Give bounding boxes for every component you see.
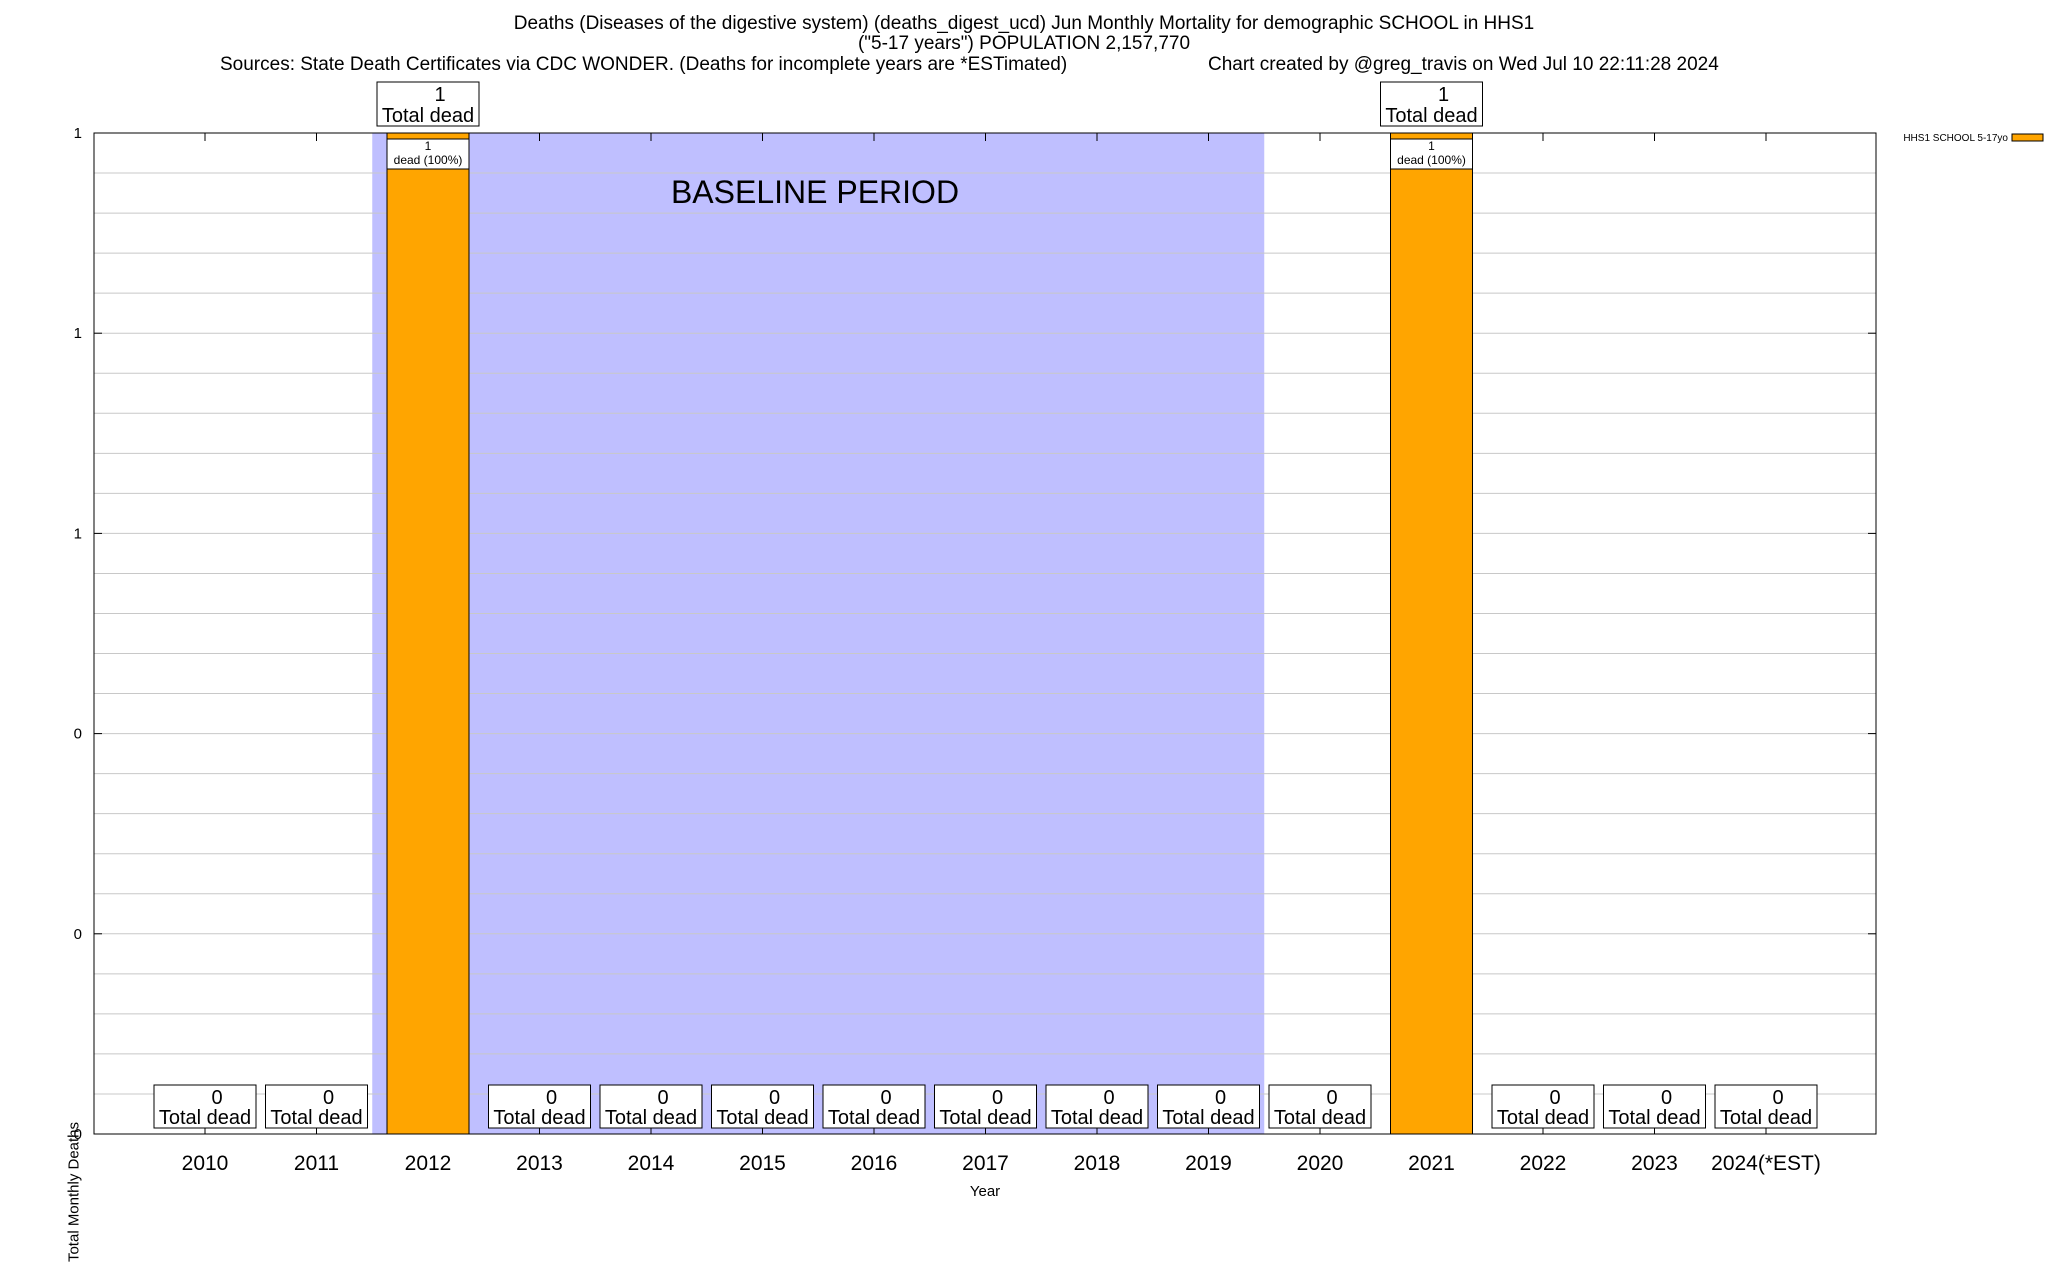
total-value-label: 0 [1661, 1087, 1672, 1109]
total-value-label: 0 [211, 1087, 222, 1109]
total-label-box [934, 1084, 1037, 1129]
total-label-box [599, 1084, 703, 1129]
y-tick-label: 0 [74, 726, 82, 743]
total-label-box [1380, 81, 1483, 127]
chart-title-line-1: Deaths (Diseases of the digestive system… [513, 13, 1535, 34]
x-tick-label: 2018 [1074, 1152, 1121, 1175]
total-dead-label: Total dead [493, 1107, 585, 1129]
total-label-box [376, 81, 480, 127]
total-dead-label: Total dead [270, 1107, 362, 1129]
x-tick-label: 2019 [1185, 1152, 1232, 1175]
bar-percent-label: dead (100%) [394, 153, 463, 167]
baseline-period-shading [372, 133, 1265, 1134]
y-tick-label: 1 [74, 525, 82, 542]
x-tick-label: 2022 [1520, 1152, 1567, 1175]
total-dead-label: Total dead [828, 1107, 920, 1129]
total-value-label: 1 [1438, 84, 1449, 106]
chart-credit: Chart created by @greg_travis on Wed Jul… [1208, 54, 1719, 75]
total-value-label: 0 [769, 1087, 780, 1109]
x-tick-label: 2016 [851, 1152, 898, 1175]
total-dead-label: Total dead [1497, 1107, 1589, 1129]
total-dead-label: Total dead [159, 1107, 251, 1129]
y-tick-label: 0 [74, 1126, 82, 1143]
bar [1390, 132, 1473, 1135]
total-label-box [153, 1084, 257, 1129]
bar-percent-label: dead (100%) [1397, 153, 1466, 167]
total-label-box [1157, 1084, 1260, 1129]
total-value-label: 0 [1103, 1087, 1114, 1109]
x-tick-label: 2020 [1297, 1152, 1344, 1175]
x-tick-label: 2010 [182, 1152, 229, 1175]
plot-frame [93, 132, 1877, 1135]
total-value-label: 0 [323, 1087, 334, 1109]
bar-value-label: 1 [1428, 139, 1435, 153]
total-value-label: 0 [1549, 1087, 1560, 1109]
total-value-label: 0 [1772, 1087, 1783, 1109]
total-dead-label: Total dead [1051, 1107, 1143, 1129]
legend-swatch [2011, 133, 2044, 142]
total-label-box [1714, 1084, 1818, 1129]
total-value-label: 0 [1326, 1087, 1337, 1109]
total-label-box [265, 1084, 368, 1129]
total-value-label: 0 [1215, 1087, 1226, 1109]
x-tick-label: 2014 [628, 1152, 675, 1175]
total-value-label: 1 [434, 84, 445, 106]
legend-label: HHS1 SCHOOL 5-17yo [1903, 133, 2008, 144]
total-value-label: 0 [657, 1087, 668, 1109]
total-dead-label: Total dead [716, 1107, 808, 1129]
total-label-box [1268, 1084, 1372, 1129]
total-label-box [822, 1084, 926, 1129]
bar [386, 132, 470, 1135]
total-label-box [1045, 1084, 1149, 1129]
chart-sources: Sources: State Death Certificates via CD… [220, 54, 1068, 75]
x-tick-label: 2024(*EST) [1711, 1152, 1821, 1175]
total-dead-label: Total dead [1385, 105, 1477, 127]
total-dead-label: Total dead [1608, 1107, 1700, 1129]
total-value-label: 0 [546, 1087, 557, 1109]
chart-title-line-2: ("5-17 years") POPULATION 2,157,770 [857, 33, 1191, 54]
total-dead-label: Total dead [1162, 1107, 1254, 1129]
y-tick-label: 1 [74, 325, 82, 342]
bar-label-box [386, 138, 470, 170]
x-tick-label: 2017 [962, 1152, 1009, 1175]
x-tick-label: 2013 [516, 1152, 563, 1175]
total-dead-label: Total dead [1720, 1107, 1812, 1129]
x-tick-label: 2015 [739, 1152, 786, 1175]
total-dead-label: Total dead [939, 1107, 1031, 1129]
total-label-box [711, 1084, 814, 1129]
total-dead-label: Total dead [382, 105, 474, 127]
x-tick-label: 2011 [294, 1152, 339, 1175]
total-dead-label: Total dead [605, 1107, 697, 1129]
total-value-label: 0 [880, 1087, 891, 1109]
total-label-box [1491, 1084, 1595, 1129]
bar-label-box [1390, 138, 1473, 170]
total-label-box [488, 1084, 591, 1129]
x-tick-label: 2023 [1631, 1152, 1678, 1175]
x-tick-label: 2012 [405, 1152, 452, 1175]
total-label-box [1603, 1084, 1706, 1129]
x-tick-label: 2021 [1408, 1152, 1455, 1175]
baseline-period-label: BASELINE PERIOD [671, 174, 959, 210]
y-tick-label: 1 [74, 125, 82, 142]
total-value-label: 0 [992, 1087, 1003, 1109]
bar-value-label: 1 [425, 139, 432, 153]
total-dead-label: Total dead [1274, 1107, 1366, 1129]
y-tick-label: 0 [74, 926, 82, 943]
x-axis-label: Year [970, 1183, 1000, 1200]
